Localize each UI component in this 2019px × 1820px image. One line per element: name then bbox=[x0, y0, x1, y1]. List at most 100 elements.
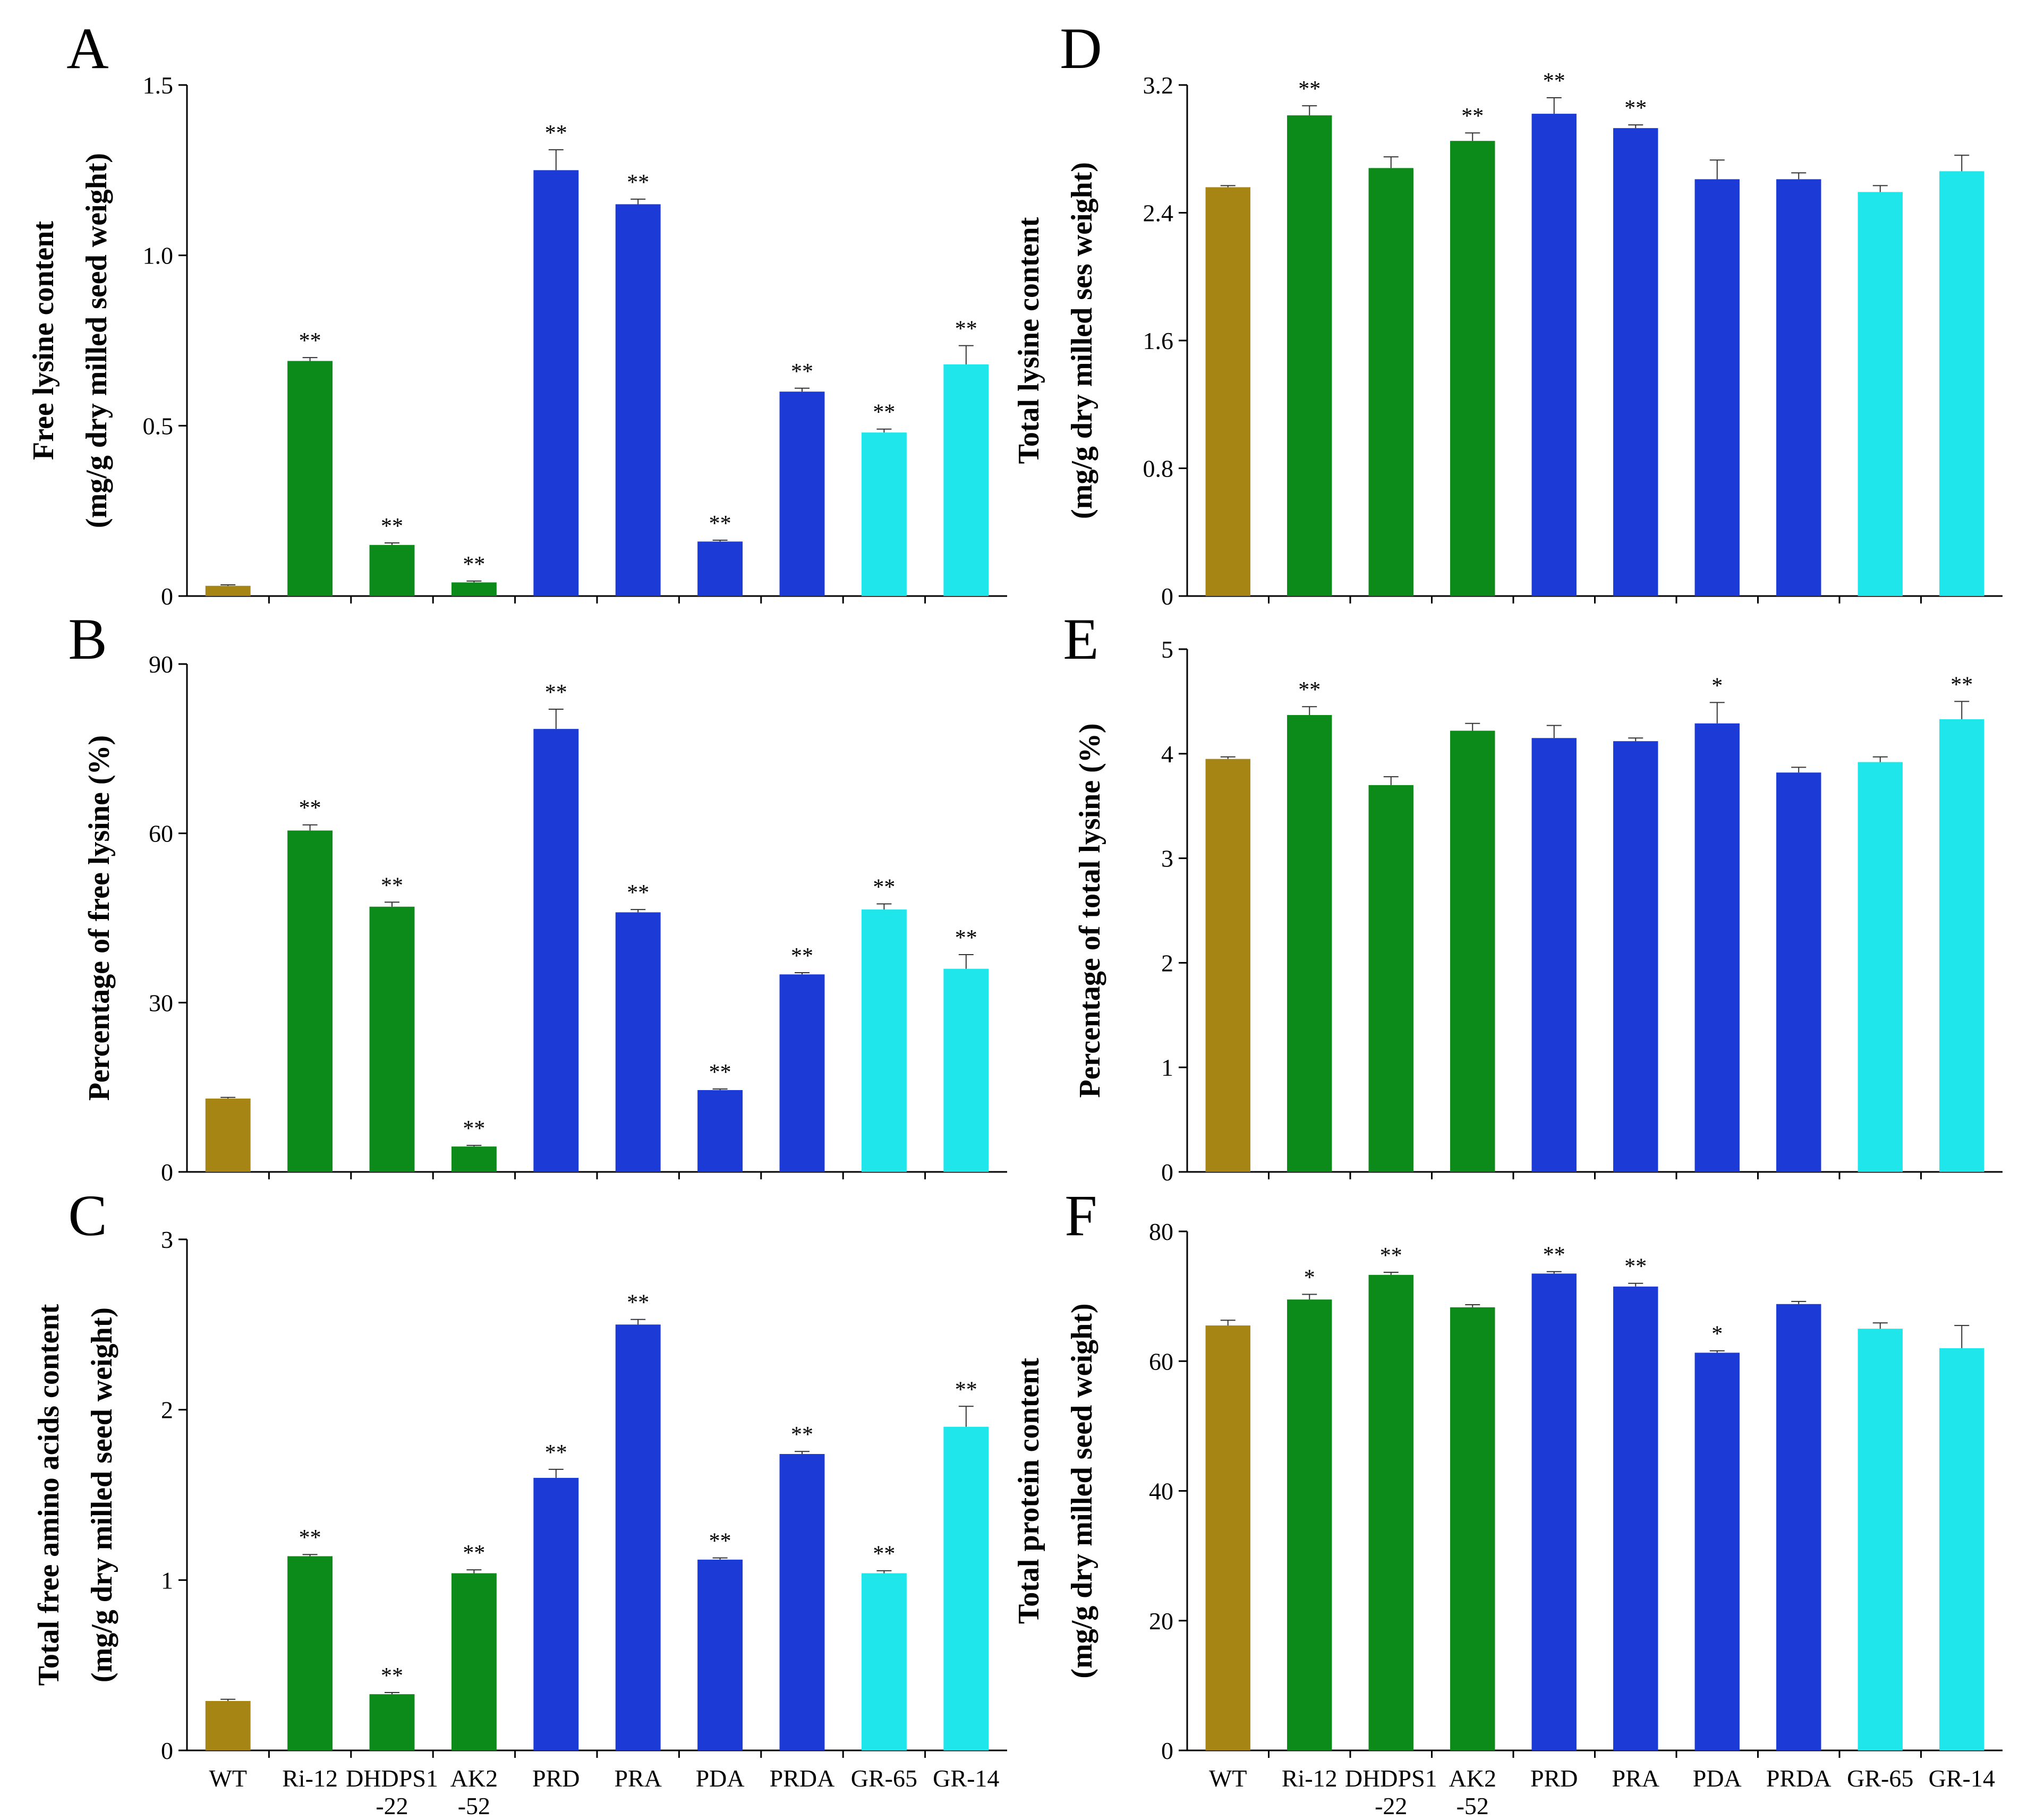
significance-marker-e: ** bbox=[1298, 678, 1321, 702]
bar-b-ak2 bbox=[451, 1146, 497, 1172]
significance-marker-c: ** bbox=[463, 1541, 485, 1566]
significance-marker-b: ** bbox=[791, 944, 813, 968]
y-tick-label-e: 3 bbox=[1161, 845, 1173, 872]
bar-a-dhdps1 bbox=[369, 545, 415, 596]
y-tick-label-b: 0 bbox=[161, 1159, 173, 1186]
bar-a-prda bbox=[779, 392, 825, 596]
y-tick-label-e: 1 bbox=[1161, 1054, 1173, 1081]
y-axis-label-f: Total protein content bbox=[1012, 1358, 1045, 1624]
panel-letter-f: F bbox=[1064, 1183, 1097, 1248]
bar-f-gr-14 bbox=[1939, 1348, 1984, 1750]
category-label-f: PRA bbox=[1612, 1765, 1659, 1792]
bar-f-gr-65 bbox=[1858, 1329, 1903, 1750]
significance-marker-f: ** bbox=[1543, 1243, 1565, 1268]
category-label-f: Ri-12 bbox=[1282, 1765, 1338, 1792]
y-tick-label-e: 5 bbox=[1161, 636, 1173, 663]
significance-marker-b: ** bbox=[709, 1060, 731, 1085]
significance-marker-c: ** bbox=[545, 1441, 567, 1465]
y-tick-label-b: 90 bbox=[149, 651, 173, 678]
y-tick-label-c: 0 bbox=[161, 1737, 173, 1764]
bar-c-ri-12 bbox=[287, 1556, 333, 1750]
bar-c-ak2 bbox=[451, 1573, 497, 1750]
y-axis-label-d: Total lysine content bbox=[1012, 217, 1045, 464]
category-label-f: GR-14 bbox=[1929, 1765, 1995, 1792]
significance-marker-d: ** bbox=[1461, 104, 1484, 129]
y-tick-label-f: 0 bbox=[1161, 1737, 1173, 1764]
bar-e-ri-12 bbox=[1287, 715, 1332, 1172]
significance-marker-d: ** bbox=[1298, 77, 1321, 101]
y-tick-label-e: 2 bbox=[1161, 949, 1173, 976]
significance-marker-c: ** bbox=[627, 1291, 649, 1315]
y-tick-label-f: 40 bbox=[1149, 1478, 1173, 1505]
significance-marker-d: ** bbox=[1543, 69, 1565, 93]
y-axis-label-c: (mg/g dry milled seed weight) bbox=[86, 1307, 118, 1682]
y-tick-label-d: 3.2 bbox=[1143, 72, 1174, 99]
bar-b-pra bbox=[615, 912, 661, 1172]
bar-c-gr-14 bbox=[943, 1426, 989, 1750]
y-tick-label-a: 1.0 bbox=[143, 242, 174, 269]
bar-b-gr-14 bbox=[943, 968, 989, 1172]
y-axis-label-a: Free lysine content bbox=[27, 221, 60, 460]
category-label-f: AK2 bbox=[1449, 1765, 1496, 1792]
bar-b-pda bbox=[697, 1090, 743, 1172]
significance-marker-a: ** bbox=[463, 552, 485, 577]
category-sublabel-c: -52 bbox=[458, 1792, 490, 1819]
bar-d-ak2 bbox=[1450, 141, 1495, 596]
y-tick-label-a: 0 bbox=[161, 583, 173, 610]
significance-marker-a: ** bbox=[381, 514, 403, 539]
y-tick-label-e: 0 bbox=[1161, 1159, 1173, 1186]
y-tick-label-d: 2.4 bbox=[1143, 200, 1174, 227]
bar-f-pda bbox=[1694, 1353, 1740, 1750]
category-label-c: PRD bbox=[532, 1765, 580, 1792]
category-label-f: WT bbox=[1209, 1765, 1247, 1792]
bar-f-prd bbox=[1531, 1273, 1577, 1750]
y-tick-label-d: 0 bbox=[1161, 583, 1173, 610]
bar-a-prd bbox=[533, 170, 579, 596]
category-label-c: GR-65 bbox=[851, 1765, 917, 1792]
significance-marker-e: * bbox=[1711, 674, 1723, 698]
category-label-c: WT bbox=[209, 1765, 247, 1792]
y-tick-label-c: 2 bbox=[161, 1397, 173, 1424]
y-tick-label-c: 1 bbox=[161, 1567, 173, 1594]
category-label-c: PRA bbox=[614, 1765, 661, 1792]
significance-marker-a: ** bbox=[791, 360, 813, 384]
panel-letter-d: D bbox=[1060, 16, 1102, 81]
bar-f-wt bbox=[1205, 1325, 1250, 1750]
panel-letter-b: B bbox=[68, 607, 107, 671]
significance-marker-a: ** bbox=[299, 329, 321, 353]
category-label-c: PRDA bbox=[770, 1765, 835, 1792]
bar-d-prda bbox=[1776, 179, 1821, 596]
bar-e-prda bbox=[1776, 772, 1821, 1172]
bar-a-wt bbox=[205, 585, 251, 596]
significance-marker-a: ** bbox=[545, 121, 567, 146]
category-sublabel-c: -22 bbox=[376, 1792, 408, 1819]
bar-c-wt bbox=[205, 1701, 251, 1750]
bar-e-wt bbox=[1205, 759, 1250, 1172]
significance-marker-a: ** bbox=[709, 512, 731, 536]
bar-a-pda bbox=[697, 541, 743, 596]
bar-f-ak2 bbox=[1450, 1307, 1495, 1750]
bar-a-gr-14 bbox=[943, 364, 989, 596]
category-label-c: DHDPS1 bbox=[346, 1765, 438, 1792]
bar-f-dhdps1 bbox=[1368, 1274, 1413, 1750]
y-tick-label-b: 60 bbox=[149, 820, 173, 847]
category-label-c: Ri-12 bbox=[282, 1765, 338, 1792]
significance-marker-b: ** bbox=[381, 873, 403, 898]
bar-a-ri-12 bbox=[287, 361, 333, 596]
bar-b-gr-65 bbox=[861, 909, 907, 1172]
significance-marker-a: ** bbox=[955, 317, 977, 342]
bar-e-prd bbox=[1531, 738, 1577, 1172]
bar-e-pra bbox=[1613, 741, 1658, 1172]
category-label-f: PRDA bbox=[1766, 1765, 1831, 1792]
category-sublabel-f: -22 bbox=[1375, 1792, 1407, 1819]
bar-b-dhdps1 bbox=[369, 906, 415, 1172]
bar-b-prda bbox=[779, 974, 825, 1172]
significance-marker-b: ** bbox=[299, 796, 321, 821]
bar-e-dhdps1 bbox=[1368, 785, 1413, 1172]
bar-a-ak2 bbox=[451, 582, 497, 596]
bar-c-pda bbox=[697, 1559, 743, 1750]
significance-marker-b: ** bbox=[873, 875, 895, 899]
bar-b-ri-12 bbox=[287, 830, 333, 1172]
y-tick-label-f: 60 bbox=[1149, 1348, 1173, 1375]
significance-marker-c: ** bbox=[381, 1664, 403, 1688]
